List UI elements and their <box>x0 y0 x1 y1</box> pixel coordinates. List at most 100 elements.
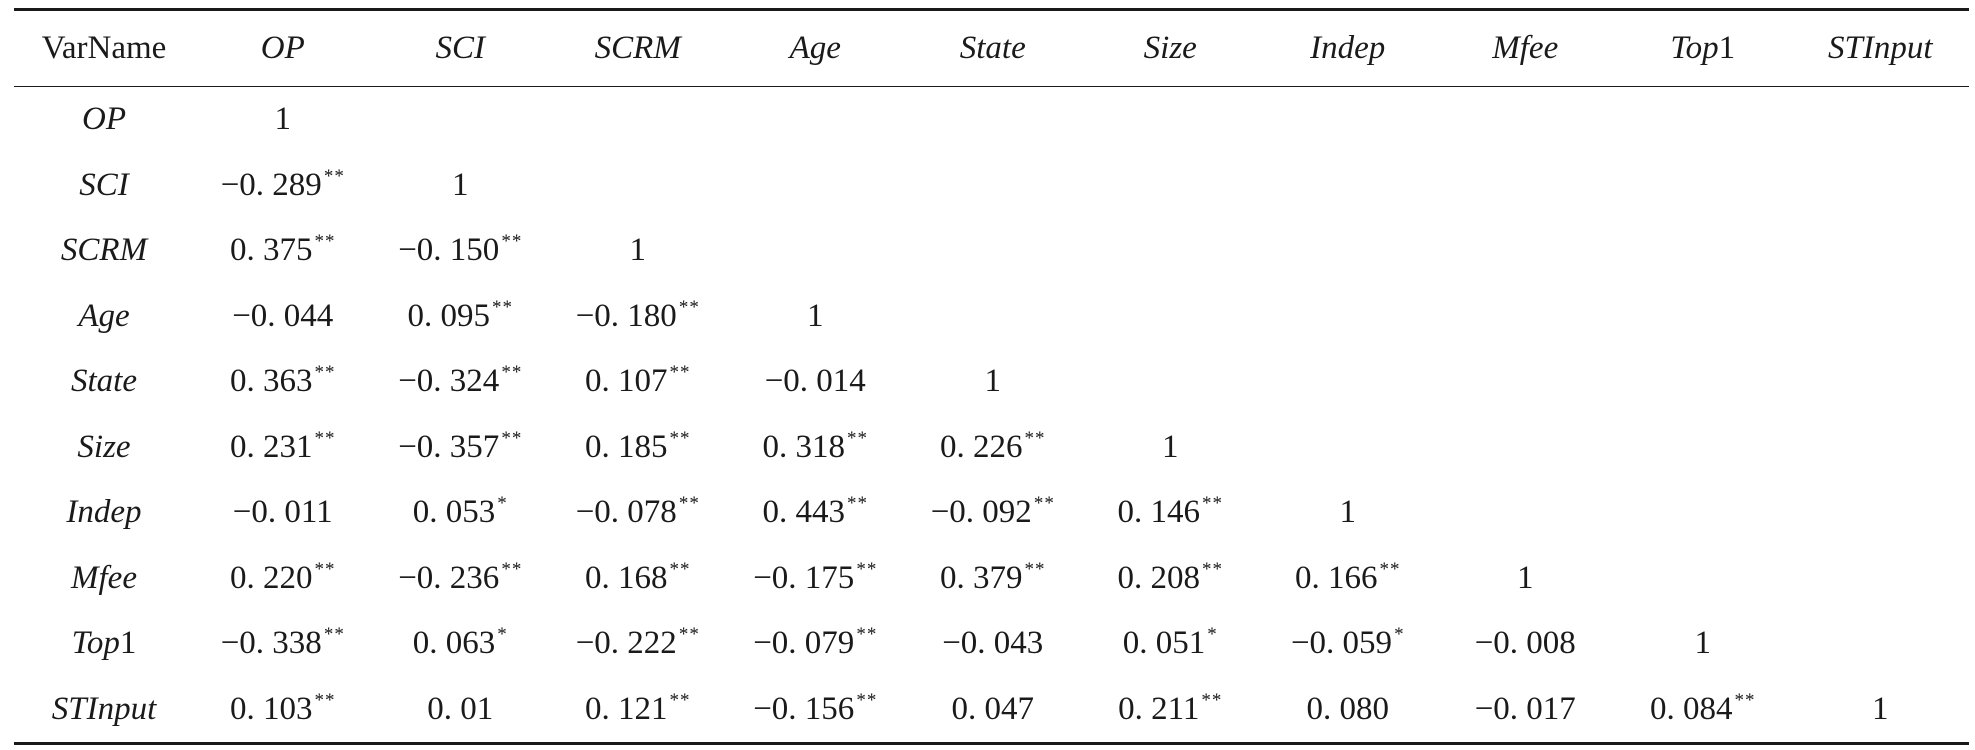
row-var-name: Size <box>77 428 131 465</box>
correlation-cell: 1 <box>1437 546 1615 612</box>
significance-marker: ** <box>847 493 868 515</box>
correlation-cell: 0. 443 ** <box>727 480 905 546</box>
correlation-cell: −0. 078 ** <box>549 480 727 546</box>
correlation-cell: 0. 375 ** <box>194 218 372 284</box>
correlation-cell <box>1792 284 1970 350</box>
table-row: SCRM 0. 375 ** −0. 150 ** 1 <box>14 218 1969 284</box>
significance-marker: ** <box>1024 427 1046 449</box>
row-label: Indep <box>14 480 194 546</box>
correlation-cell <box>904 87 1082 153</box>
correlation-cell: −0. 289 ** <box>194 153 372 219</box>
correlation-value: −0. 079 <box>753 625 855 662</box>
significance-marker: ** <box>1202 558 1223 580</box>
header-cell: Size <box>1082 10 1260 87</box>
header-cell: SCRM <box>549 10 727 87</box>
header-cell: STInput <box>1792 10 1970 87</box>
correlation-cell <box>904 153 1082 219</box>
correlation-cell <box>904 218 1082 284</box>
correlation-cell: 0. 168 ** <box>549 546 727 612</box>
correlation-cell: 0. 080 <box>1259 677 1437 744</box>
correlation-cell <box>1259 218 1437 284</box>
correlation-cell <box>1792 415 1970 481</box>
correlation-cell: 0. 095 ** <box>372 284 550 350</box>
significance-marker: * <box>1207 624 1218 646</box>
correlation-cell: −0. 092 ** <box>904 480 1082 546</box>
significance-marker: ** <box>314 362 336 384</box>
correlation-cell: 1 <box>1614 611 1792 677</box>
correlation-cell <box>1792 218 1970 284</box>
correlation-cell: 1 <box>549 218 727 284</box>
header-cell: OP <box>194 10 372 87</box>
correlation-cell: 0. 063 * <box>372 611 550 677</box>
significance-marker: ** <box>856 624 878 646</box>
row-label: SCRM <box>14 218 194 284</box>
correlation-cell <box>1614 480 1792 546</box>
correlation-value: 1 <box>1694 625 1712 662</box>
correlation-value: 1 <box>1872 690 1889 727</box>
correlation-value: −0. 059 <box>1290 625 1393 662</box>
correlation-cell: −0. 156 ** <box>727 677 905 744</box>
correlation-cell: 0. 208 ** <box>1082 546 1260 612</box>
row-label: State <box>14 349 194 415</box>
correlation-value: −0. 014 <box>764 363 866 400</box>
header-cell: SCI <box>372 10 550 87</box>
correlation-value: 1 <box>984 363 1002 400</box>
correlation-value: 0. 084 <box>1650 690 1733 727</box>
correlation-value: −0. 180 <box>575 297 677 334</box>
significance-marker: ** <box>1734 689 1756 711</box>
table-row: Top1 −0. 338 ** 0. 063 * −0. 222 ** −0. 079 ** −0… <box>14 611 1969 677</box>
correlation-value: 0. 231 <box>230 428 313 465</box>
significance-marker: ** <box>323 165 345 187</box>
correlation-cell: 1 <box>372 153 550 219</box>
correlation-cell <box>1792 349 1970 415</box>
correlation-cell <box>1437 153 1615 219</box>
correlation-cell <box>1082 218 1260 284</box>
correlation-cell <box>1259 87 1437 153</box>
significance-marker: * <box>1394 624 1405 646</box>
correlation-cell: −0. 338 ** <box>194 611 372 677</box>
correlation-value: 1 <box>629 232 647 269</box>
row-label: SCI <box>14 153 194 219</box>
correlation-cell <box>1792 546 1970 612</box>
header-var-name: SCI <box>435 30 486 66</box>
significance-marker: ** <box>501 362 523 384</box>
correlation-value: 0. 103 <box>230 690 313 727</box>
significance-marker: ** <box>678 296 700 318</box>
correlation-cell <box>727 87 905 153</box>
correlation-cell: 0. 318 ** <box>727 415 905 481</box>
significance-marker: ** <box>323 624 345 646</box>
correlation-value: 0. 146 <box>1117 494 1201 531</box>
correlation-value: −0. 011 <box>232 494 333 531</box>
header-varname: VarName <box>41 30 167 66</box>
correlation-cell: 0. 053 * <box>372 480 550 546</box>
correlation-cell: −0. 014 <box>727 349 905 415</box>
significance-marker: ** <box>314 558 336 580</box>
correlation-cell: 0. 211 ** <box>1082 677 1260 744</box>
correlation-cell: 0. 363 ** <box>194 349 372 415</box>
correlation-cell: −0. 180 ** <box>549 284 727 350</box>
correlation-value: −0. 092 <box>930 494 1032 531</box>
correlation-value: −0. 357 <box>398 428 500 465</box>
correlation-cell: 0. 226 ** <box>904 415 1082 481</box>
correlation-value: −0. 175 <box>753 559 855 596</box>
header-var-name: STInput <box>1827 30 1933 66</box>
correlation-cell <box>727 153 905 219</box>
correlation-cell: 1 <box>904 349 1082 415</box>
correlation-cell <box>1259 153 1437 219</box>
significance-marker: ** <box>669 427 691 449</box>
correlation-cell <box>549 153 727 219</box>
correlation-value: 0. 211 <box>1118 690 1200 727</box>
correlation-cell <box>1082 349 1260 415</box>
table-row: STInput 0. 103 ** 0. 01 0. 121 ** −0. 156 ** 0. … <box>14 677 1969 744</box>
correlation-value: −0. 289 <box>220 166 322 203</box>
correlation-value: 0. 226 <box>940 428 1023 465</box>
correlation-cell: −0. 150 ** <box>372 218 550 284</box>
correlation-cell <box>1792 153 1970 219</box>
row-var-name: Age <box>78 297 130 334</box>
correlation-cell <box>1437 415 1615 481</box>
correlation-value: 0. 220 <box>230 559 313 596</box>
correlation-value: 0. 375 <box>230 232 313 269</box>
correlation-value: 0. 053 <box>412 494 496 531</box>
significance-marker: ** <box>314 427 336 449</box>
correlation-value: 0. 107 <box>585 363 668 400</box>
